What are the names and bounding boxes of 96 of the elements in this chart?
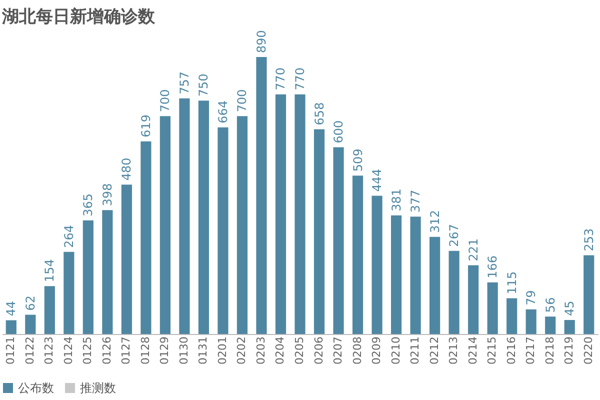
bar — [526, 309, 536, 334]
bar — [121, 184, 132, 334]
bar — [333, 147, 344, 334]
bar — [390, 215, 402, 334]
bar — [198, 100, 210, 334]
bar — [584, 255, 594, 334]
chart-title: 湖北每日新增确诊数 — [1, 7, 156, 28]
x-tick-label: 0211 — [408, 336, 422, 364]
x-tick-label: 0201 — [216, 336, 229, 364]
bar — [564, 320, 575, 334]
x-tick-label: 0206 — [312, 336, 326, 364]
bar — [410, 216, 421, 334]
bar — [294, 94, 306, 334]
bar — [506, 298, 518, 334]
x-tick-label: 0202 — [235, 336, 248, 364]
x-tick-label: 0220 — [582, 336, 595, 364]
data-label: 750 — [196, 74, 211, 97]
x-tick-label: 0210 — [389, 336, 402, 364]
data-label: 890 — [254, 30, 268, 53]
bar — [64, 252, 74, 334]
x-tick-label: 0128 — [138, 336, 152, 364]
x-tick-label: 0215 — [486, 336, 499, 364]
bar — [82, 220, 94, 334]
data-label: 221 — [466, 238, 480, 262]
x-tick-label: 0129 — [158, 336, 172, 364]
bar — [25, 314, 36, 334]
bar — [372, 196, 382, 334]
data-label: 154 — [42, 259, 57, 282]
x-tick-label: 0127 — [120, 336, 133, 364]
bar — [275, 94, 286, 334]
data-label: 381 — [389, 188, 404, 212]
data-label: 480 — [120, 158, 134, 181]
data-label: 770 — [293, 67, 307, 90]
data-label: 264 — [62, 224, 76, 248]
bar — [44, 286, 55, 334]
data-label: 770 — [274, 67, 288, 90]
x-tick-label: 0122 — [23, 336, 36, 364]
data-label: 44 — [4, 301, 18, 316]
x-tick-label: 0205 — [293, 336, 306, 364]
x-tick-label: 0219 — [562, 336, 576, 364]
x-tick-label: 0207 — [332, 336, 345, 364]
bar — [256, 57, 267, 334]
bar — [218, 127, 228, 334]
data-label: 700 — [158, 89, 172, 112]
data-label: 365 — [81, 193, 96, 216]
x-tick-label: 0123 — [42, 336, 56, 364]
x-tick-label: 0209 — [370, 336, 384, 364]
data-label: 664 — [216, 100, 230, 124]
x-tick-label: 0126 — [100, 336, 114, 364]
bar — [102, 210, 113, 334]
data-label: 398 — [100, 183, 114, 206]
data-label: 166 — [486, 255, 500, 278]
x-tick-label: 0124 — [62, 336, 75, 364]
data-label: 115 — [504, 271, 519, 294]
data-label: 700 — [235, 89, 250, 112]
x-tick-label: 0203 — [254, 336, 268, 364]
legend-label: 公布数 — [18, 381, 54, 395]
data-label: 79 — [524, 290, 538, 306]
bar — [314, 129, 325, 334]
data-label: 312 — [428, 210, 442, 233]
data-label: 377 — [408, 190, 423, 213]
bar — [430, 236, 440, 334]
data-label: 253 — [582, 228, 596, 252]
x-tick-label: 0204 — [274, 336, 287, 364]
x-tick-label: 0212 — [428, 336, 441, 364]
data-label: 658 — [312, 102, 326, 126]
x-tick-label: 0213 — [447, 336, 460, 364]
legend-label: 推测数 — [80, 381, 116, 395]
bar — [179, 98, 190, 334]
bar — [448, 250, 460, 334]
data-label: 267 — [447, 224, 462, 247]
bar — [352, 176, 364, 334]
data-label: 757 — [177, 71, 192, 94]
data-label: 56 — [543, 297, 558, 313]
x-tick-label: 0121 — [4, 336, 18, 364]
x-tick-label: 0131 — [196, 336, 210, 364]
data-label: 444 — [370, 168, 384, 192]
data-label: 600 — [332, 120, 346, 144]
bar — [545, 316, 556, 334]
data-label: 45 — [562, 300, 577, 316]
bar — [160, 116, 170, 334]
x-tick-label: 0130 — [177, 336, 190, 364]
data-label: 62 — [23, 295, 38, 311]
bar — [487, 282, 498, 334]
data-label: 619 — [138, 114, 153, 138]
data-label: 509 — [350, 148, 365, 172]
bar — [236, 116, 248, 334]
x-tick-label: 0208 — [350, 336, 364, 364]
bar — [140, 141, 152, 334]
x-tick-label: 0214 — [466, 336, 480, 364]
bar — [468, 265, 479, 334]
bar — [6, 320, 16, 334]
x-tick-label: 0217 — [524, 336, 538, 364]
x-tick-label: 0216 — [504, 336, 518, 364]
x-tick-label: 0125 — [81, 336, 94, 364]
x-tick-label: 0218 — [543, 336, 556, 364]
